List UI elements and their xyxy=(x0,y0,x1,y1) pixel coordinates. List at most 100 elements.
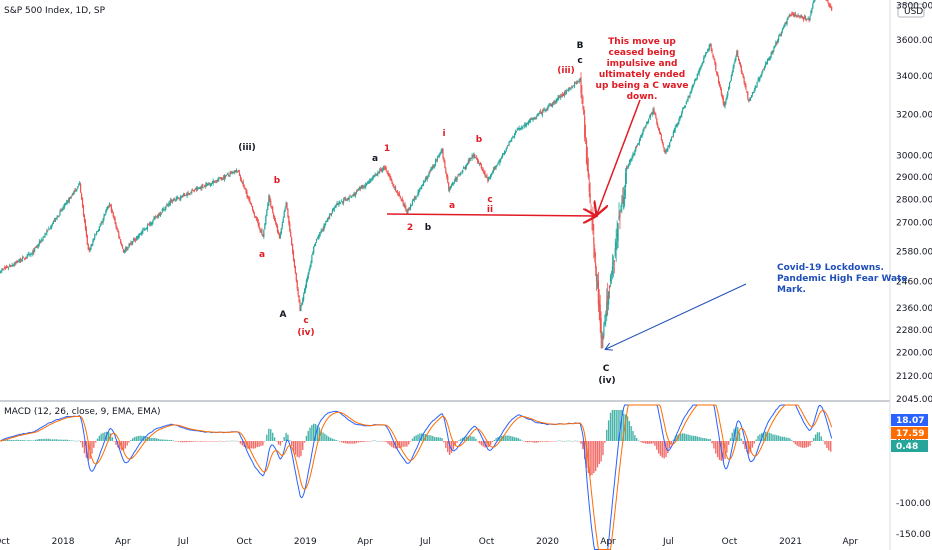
candle-body xyxy=(128,244,130,248)
candle-body xyxy=(484,172,486,177)
candle-body xyxy=(179,198,181,200)
macd-histogram-bar xyxy=(300,441,302,457)
macd-histogram-bar xyxy=(372,440,374,442)
candle-body xyxy=(729,80,732,83)
candle-body xyxy=(698,69,700,74)
candle-body xyxy=(706,50,709,52)
candle-body xyxy=(155,217,157,218)
candle-body xyxy=(595,274,598,282)
candle-body xyxy=(50,226,53,229)
wave-label: 2 xyxy=(407,223,413,233)
candle-body xyxy=(743,77,745,83)
macd-histogram-bar xyxy=(759,434,761,441)
candle-body xyxy=(264,223,266,230)
candle-body xyxy=(229,172,231,175)
candle-body xyxy=(684,105,686,108)
candle-body xyxy=(153,217,155,220)
candle-body xyxy=(740,66,742,72)
macd-histogram-bar xyxy=(12,440,14,441)
macd-histogram-bar xyxy=(740,438,743,441)
candle-body xyxy=(703,57,705,63)
candle-body xyxy=(408,208,410,210)
candle-body xyxy=(181,196,183,197)
candle-body xyxy=(175,198,177,200)
candle-body xyxy=(534,118,536,120)
candle-body xyxy=(507,145,509,146)
candle-body xyxy=(433,166,435,167)
candle-body xyxy=(801,15,803,18)
candle-body xyxy=(747,91,749,99)
candle-body xyxy=(104,214,106,216)
macd-histogram-bar xyxy=(131,438,134,441)
candle-body xyxy=(657,123,659,127)
candle-body xyxy=(168,203,170,206)
macd-histogram-bar xyxy=(502,435,505,441)
currency-badge[interactable]: USD xyxy=(897,3,925,18)
candle-body xyxy=(515,131,517,133)
candle-body xyxy=(213,181,215,182)
macd-histogram-bar xyxy=(228,441,230,442)
candle-body xyxy=(630,158,632,160)
candle-body xyxy=(63,206,65,208)
price-axis[interactable]: 2045.00 2120.00 2200.00 2280.00 2360.00 2460.… xyxy=(896,2,932,405)
candle-body xyxy=(528,121,530,123)
macd-histogram-bar xyxy=(339,441,341,442)
candle-body xyxy=(285,202,287,208)
macd-histogram-bar xyxy=(626,416,629,441)
candle-body xyxy=(31,253,33,255)
candle-body xyxy=(462,169,464,173)
candle-body xyxy=(728,87,730,91)
candle-body xyxy=(329,214,332,216)
candle-body xyxy=(409,204,412,209)
candle-body xyxy=(342,199,345,204)
macd-histogram-bar xyxy=(181,441,184,443)
macd-histogram-bar xyxy=(816,432,819,441)
candle-body xyxy=(49,228,51,230)
candle-body xyxy=(557,97,559,101)
macd-histogram-bar xyxy=(348,441,350,444)
candle-body xyxy=(767,58,769,60)
candle-body xyxy=(361,185,363,189)
macd-histogram-bar xyxy=(10,439,12,441)
macd-histogram-bar xyxy=(329,437,332,441)
macd-histogram-bar xyxy=(524,441,527,442)
macd-histogram-bar xyxy=(722,441,724,462)
candle-body xyxy=(521,126,523,128)
macd-histogram-bar xyxy=(53,439,56,441)
candle-body xyxy=(281,223,283,228)
macd-histogram-bar xyxy=(302,441,304,450)
macd-histogram-bar xyxy=(245,441,247,449)
candle-body xyxy=(283,211,285,218)
macd-histogram-bar xyxy=(785,437,787,441)
macd-histogram-bar xyxy=(471,436,473,441)
macd-histogram-bar xyxy=(31,440,33,441)
candle-body xyxy=(5,267,7,269)
candle-body xyxy=(792,13,794,15)
candle-body xyxy=(696,73,698,79)
candle-body xyxy=(511,137,513,140)
candle-body xyxy=(546,108,548,110)
candle-body xyxy=(500,158,502,161)
candle-body xyxy=(43,236,45,238)
candle-body xyxy=(140,233,142,235)
candle-body xyxy=(599,304,601,323)
candle-body xyxy=(545,109,547,111)
macd-histogram-bar xyxy=(94,441,97,443)
candle-body xyxy=(555,100,557,102)
candle-body xyxy=(44,234,46,238)
candle-body xyxy=(673,129,675,133)
price-tick-label: 2045.00 xyxy=(896,395,932,405)
candle-body xyxy=(760,74,762,78)
macd-histogram-bar xyxy=(646,441,649,444)
time-axis[interactable]: Oct 2018 Apr Jul Oct 2019 Apr Jul Oct 2020 Apr Jul O… xyxy=(0,537,858,547)
macd-histogram-bar xyxy=(495,438,497,441)
candle-body xyxy=(438,153,440,157)
candle-body xyxy=(347,197,349,199)
macd-value-badge xyxy=(891,440,928,452)
macd-histogram-bar xyxy=(772,434,774,441)
macd-histogram-bar xyxy=(672,439,675,441)
price-tick-label: 2700.00 xyxy=(896,218,932,228)
candle-body xyxy=(577,81,579,83)
